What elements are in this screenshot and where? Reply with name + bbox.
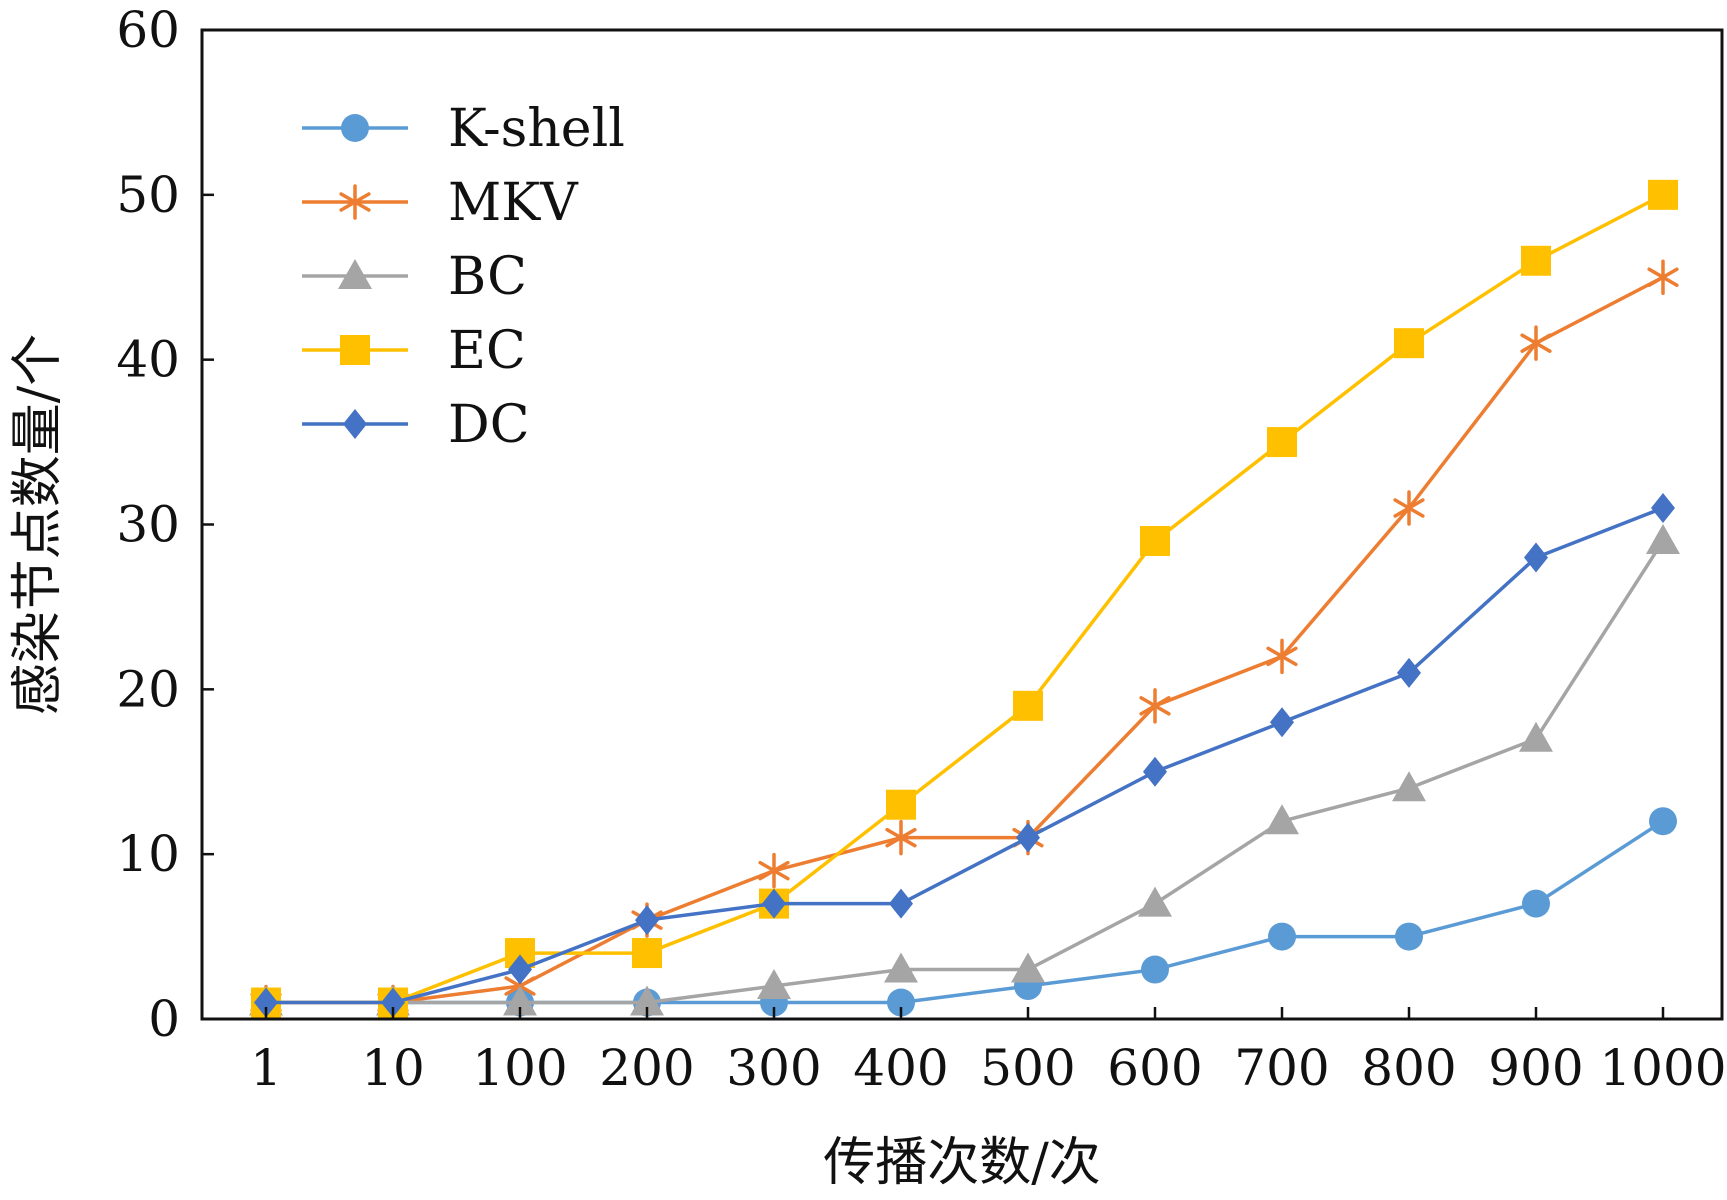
data-point-bc (1265, 804, 1299, 835)
y-tick-label: 0 (148, 990, 180, 1048)
data-point-mkv (1520, 325, 1552, 361)
x-tick-label: 10 (361, 1039, 425, 1097)
x-tick-label: 400 (853, 1039, 948, 1097)
data-point-k-shell (1268, 922, 1296, 951)
legend-marker (338, 259, 372, 289)
data-point-mkv (1266, 638, 1298, 675)
series-line-k-shell (266, 819, 1664, 1005)
data-point-dc (254, 987, 278, 1018)
data-point-bc (1138, 886, 1172, 917)
asterisk-stroke (1393, 498, 1425, 518)
asterisk-stroke (1266, 646, 1298, 667)
asterisk-stroke (339, 192, 371, 212)
data-point-ec (1140, 525, 1170, 556)
data-point-dc (889, 888, 913, 919)
legend-label: DC (448, 395, 529, 455)
legend-item-bc: BC (302, 247, 527, 307)
data-point-ec (1013, 690, 1043, 721)
legend-label: BC (448, 247, 527, 307)
data-point-mkv (885, 819, 917, 856)
data-point-k-shell (1649, 807, 1677, 836)
data-point-bc (1011, 952, 1045, 983)
x-axis-title: 传播次数/次 (823, 1133, 1101, 1193)
series-line-ec (266, 193, 1664, 1005)
legend-label: EC (448, 321, 526, 381)
data-point-ec (632, 938, 662, 969)
data-point-dc (1651, 493, 1675, 524)
legend-label: K-shell (448, 99, 625, 159)
series-dc (254, 493, 1675, 1018)
legend-item-dc: DC (302, 395, 529, 455)
data-point-bc (630, 985, 664, 1016)
data-point-ec (1648, 179, 1678, 210)
data-point-mkv (1647, 259, 1679, 295)
series-k-shell (252, 807, 1677, 1017)
x-tick-label: 600 (1107, 1039, 1202, 1097)
data-point-bc (1519, 721, 1553, 752)
data-point-ec (886, 789, 916, 820)
data-point-bc (1392, 771, 1426, 802)
x-tick-label: 300 (726, 1039, 821, 1097)
y-tick-label: 60 (116, 1, 180, 59)
data-point-dc (1270, 707, 1294, 738)
y-axis-title: 感染节点数量/个 (8, 334, 68, 716)
data-point-k-shell (887, 988, 915, 1017)
y-tick-label: 30 (116, 496, 180, 554)
x-tick-label: 900 (1488, 1039, 1583, 1097)
data-point-k-shell (1395, 922, 1423, 951)
x-tick-label: 500 (980, 1039, 1075, 1097)
y-axis: 0 10 20 30 40 50 60 (116, 1, 214, 1048)
asterisk-stroke (1520, 333, 1552, 353)
data-point-k-shell (1522, 889, 1550, 918)
data-point-mkv (758, 852, 790, 889)
series-line-bc (266, 540, 1665, 1005)
data-point-k-shell (1141, 955, 1169, 984)
legend-marker (343, 409, 367, 439)
data-point-bc (1646, 523, 1680, 554)
asterisk-stroke (885, 827, 917, 848)
data-point-dc (1397, 657, 1421, 688)
data-point-ec (1394, 328, 1424, 359)
x-tick-label: 800 (1361, 1039, 1456, 1097)
legend-marker (339, 184, 371, 220)
data-point-bc (503, 985, 537, 1016)
legend-marker (341, 114, 369, 142)
legend-item-k-shell: K-shell (302, 99, 625, 159)
data-point-ec (1267, 427, 1297, 458)
data-point-dc (1524, 542, 1548, 573)
x-tick-label: 1 (250, 1039, 282, 1097)
x-tick-label: 100 (472, 1039, 567, 1097)
series-line-dc (266, 506, 1664, 1005)
data-point-dc (1016, 822, 1040, 853)
asterisk-stroke (758, 860, 790, 881)
y-tick-label: 40 (116, 331, 180, 389)
x-tick-label: 700 (1234, 1039, 1329, 1097)
y-tick-label: 10 (116, 825, 180, 883)
x-axis: 1 10 100 200 300 400 500 600 700 800 900 1000 (250, 1007, 1727, 1097)
legend: K-shell MKV BC EC DC (302, 99, 625, 455)
x-tick-label: 200 (599, 1039, 694, 1097)
data-point-bc (757, 969, 791, 1000)
data-point-dc (762, 888, 786, 919)
asterisk-stroke (1647, 267, 1679, 287)
data-point-mkv (1393, 490, 1425, 526)
y-tick-label: 20 (116, 660, 180, 718)
asterisk-stroke (1139, 696, 1171, 716)
data-point-bc (884, 952, 918, 983)
series-bc (249, 523, 1680, 1016)
data-point-ec (1521, 245, 1551, 276)
data-point-mkv (1139, 688, 1171, 724)
x-tick-label: 1000 (1599, 1039, 1726, 1097)
legend-item-ec: EC (302, 321, 526, 381)
legend-item-mkv: MKV (302, 173, 579, 233)
legend-marker (340, 335, 370, 365)
data-point-dc (635, 905, 659, 936)
data-point-dc (1143, 756, 1167, 787)
series-line-mkv (266, 275, 1664, 1005)
data-point-dc (508, 954, 532, 985)
data-point-dc (381, 987, 405, 1018)
y-tick-label: 50 (116, 166, 180, 224)
legend-label: MKV (448, 173, 579, 233)
